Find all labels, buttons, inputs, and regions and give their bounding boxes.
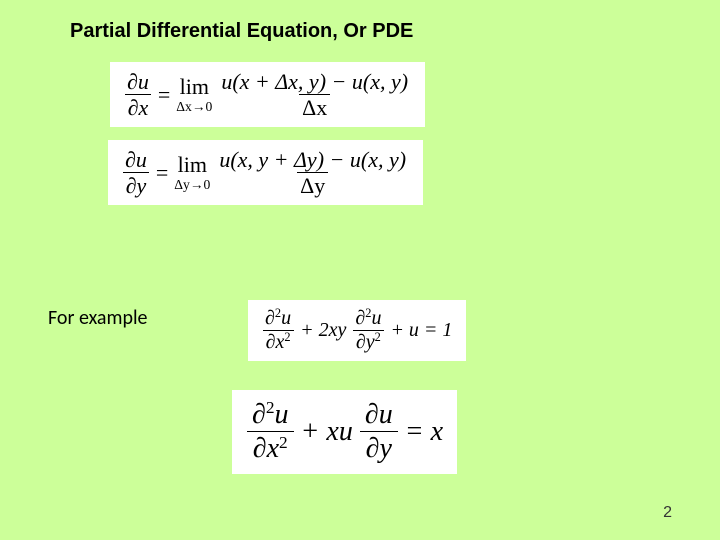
equation-partial-y: ∂u ∂y = lim Δy→0 u(x, y + Δy) − u(x, y) … bbox=[108, 140, 423, 205]
eq4-mid: + xu bbox=[301, 416, 353, 448]
equation-partial-x: ∂u ∂x = lim Δx→0 u(x + Δx, y) − u(x, y) … bbox=[110, 62, 425, 127]
eq2-numerator: u(x, y + Δy) − u(x, y) bbox=[219, 147, 406, 172]
lim-label: lim bbox=[178, 154, 207, 176]
lim-sub: Δx→0 bbox=[176, 100, 212, 114]
eq1-denominator: Δx bbox=[302, 95, 327, 120]
eq2-denominator: Δy bbox=[300, 173, 325, 198]
eq4-tail: = x bbox=[405, 416, 443, 448]
equation-example-1: ∂2u ∂x2 + 2xy ∂2u ∂y2 + u = 1 bbox=[248, 300, 466, 361]
eq3-mid1: + 2xy bbox=[300, 319, 346, 342]
equation-example-2: ∂2u ∂x2 + xu ∂u ∂y = x bbox=[232, 390, 457, 474]
lim-label: lim bbox=[180, 76, 209, 98]
for-example-label: For example bbox=[48, 306, 148, 330]
page-number: 2 bbox=[663, 504, 672, 522]
lim-sub: Δy→0 bbox=[174, 178, 210, 192]
slide-title: Partial Differential Equation, Or PDE bbox=[70, 20, 413, 43]
eq1-numerator: u(x + Δx, y) − u(x, y) bbox=[221, 69, 408, 94]
eq3-tail: + u = 1 bbox=[390, 319, 452, 342]
